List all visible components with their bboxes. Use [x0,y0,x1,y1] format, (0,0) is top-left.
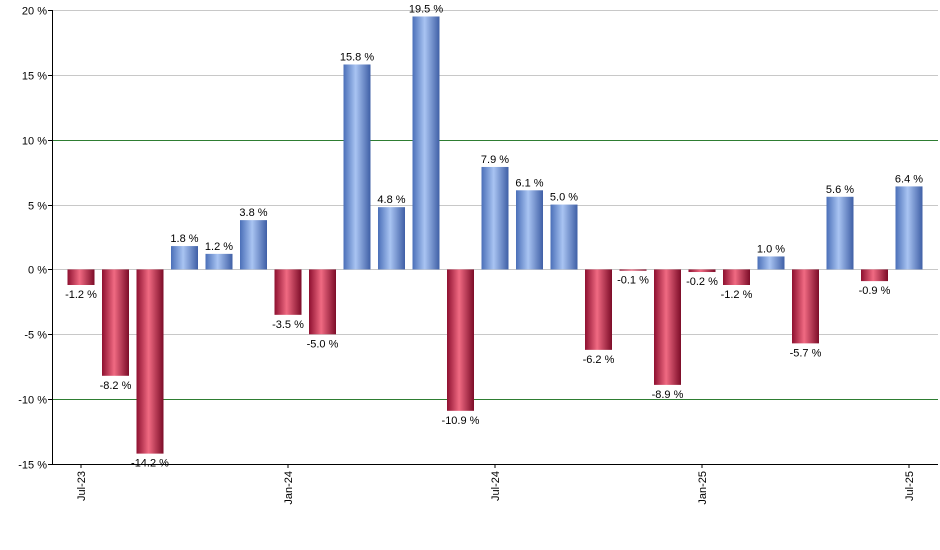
y-tick-label: 20 % [22,6,47,18]
bar-negative [792,269,819,344]
bar-negative [688,269,716,273]
bar-negative [274,269,302,315]
bar-positive [757,256,785,270]
bar-negative [723,269,750,285]
bar-negative [447,269,474,411]
data-label: 1.2 % [205,241,233,253]
bar-negative [309,269,336,335]
data-label: 7.9 % [481,154,509,166]
bar-positive [550,204,578,270]
bar-negative [585,269,612,350]
data-label: 15.8 % [340,51,374,63]
x-tick-label: Jul-23 [76,471,88,501]
bar-positive [171,246,198,270]
x-tick-label: Jan-25 [697,471,709,505]
data-label: -1.2 % [65,289,97,301]
data-label: 1.8 % [170,233,198,245]
bar-positive [826,196,854,270]
data-label: -8.2 % [100,380,132,392]
bar-negative [67,269,95,285]
data-label: -14.2 % [131,458,169,470]
gridlines [52,10,938,465]
bar-positive [240,220,267,270]
bar-positive [481,166,509,270]
bar-positive [516,190,543,270]
axes: 20 % 15 % 10 % 5 % 0 % -5 % -10 % -15 % Jul-23 Ja… [18,6,938,505]
data-label: -3.5 % [272,319,304,331]
bar-negative [861,269,888,282]
data-labels: -1.2 % -8.2 % -14.2 % 1.8 % 1.2 % 3.8 % -3.5 %… [65,3,923,469]
data-label: -0.2 % [686,276,718,288]
data-label: 5.0 % [550,192,578,204]
y-tick-label: 0 % [28,265,47,277]
bar-positive [378,207,405,270]
bar-negative [619,269,647,271]
bar-positive [205,253,233,270]
data-label: -5.7 % [790,347,822,359]
bar-negative [654,269,681,385]
x-tick-label: Jul-24 [490,471,502,501]
data-label: 6.4 % [895,173,923,185]
data-label: 5.6 % [826,184,854,196]
y-tick-label: 5 % [28,201,47,213]
y-tick-label: -15 % [18,460,47,472]
data-label: -8.9 % [652,389,684,401]
data-label: 1.0 % [757,243,785,255]
bar-positive [343,64,371,270]
data-label: -5.0 % [307,338,339,350]
bars [67,16,923,454]
data-label: -0.9 % [859,285,891,297]
data-label: -1.2 % [721,289,753,301]
data-label: 4.8 % [377,194,405,206]
y-tick-label: 15 % [22,71,47,83]
data-label: -0.1 % [617,275,649,287]
data-label: -6.2 % [583,354,615,366]
y-tick-label: 10 % [22,136,47,148]
bar-negative [136,269,164,454]
data-label: 3.8 % [239,207,267,219]
data-label: 19.5 % [409,3,443,15]
x-tick-label: Jan-24 [283,471,295,505]
y-tick-label: -10 % [18,395,47,407]
bar-positive [895,186,923,270]
bar-positive [412,16,440,270]
data-label: 6.1 % [515,177,543,189]
bar-negative [102,269,129,376]
y-tick-label: -5 % [24,330,47,342]
x-tick-label: Jul-25 [904,471,916,501]
data-label: -10.9 % [442,415,480,427]
